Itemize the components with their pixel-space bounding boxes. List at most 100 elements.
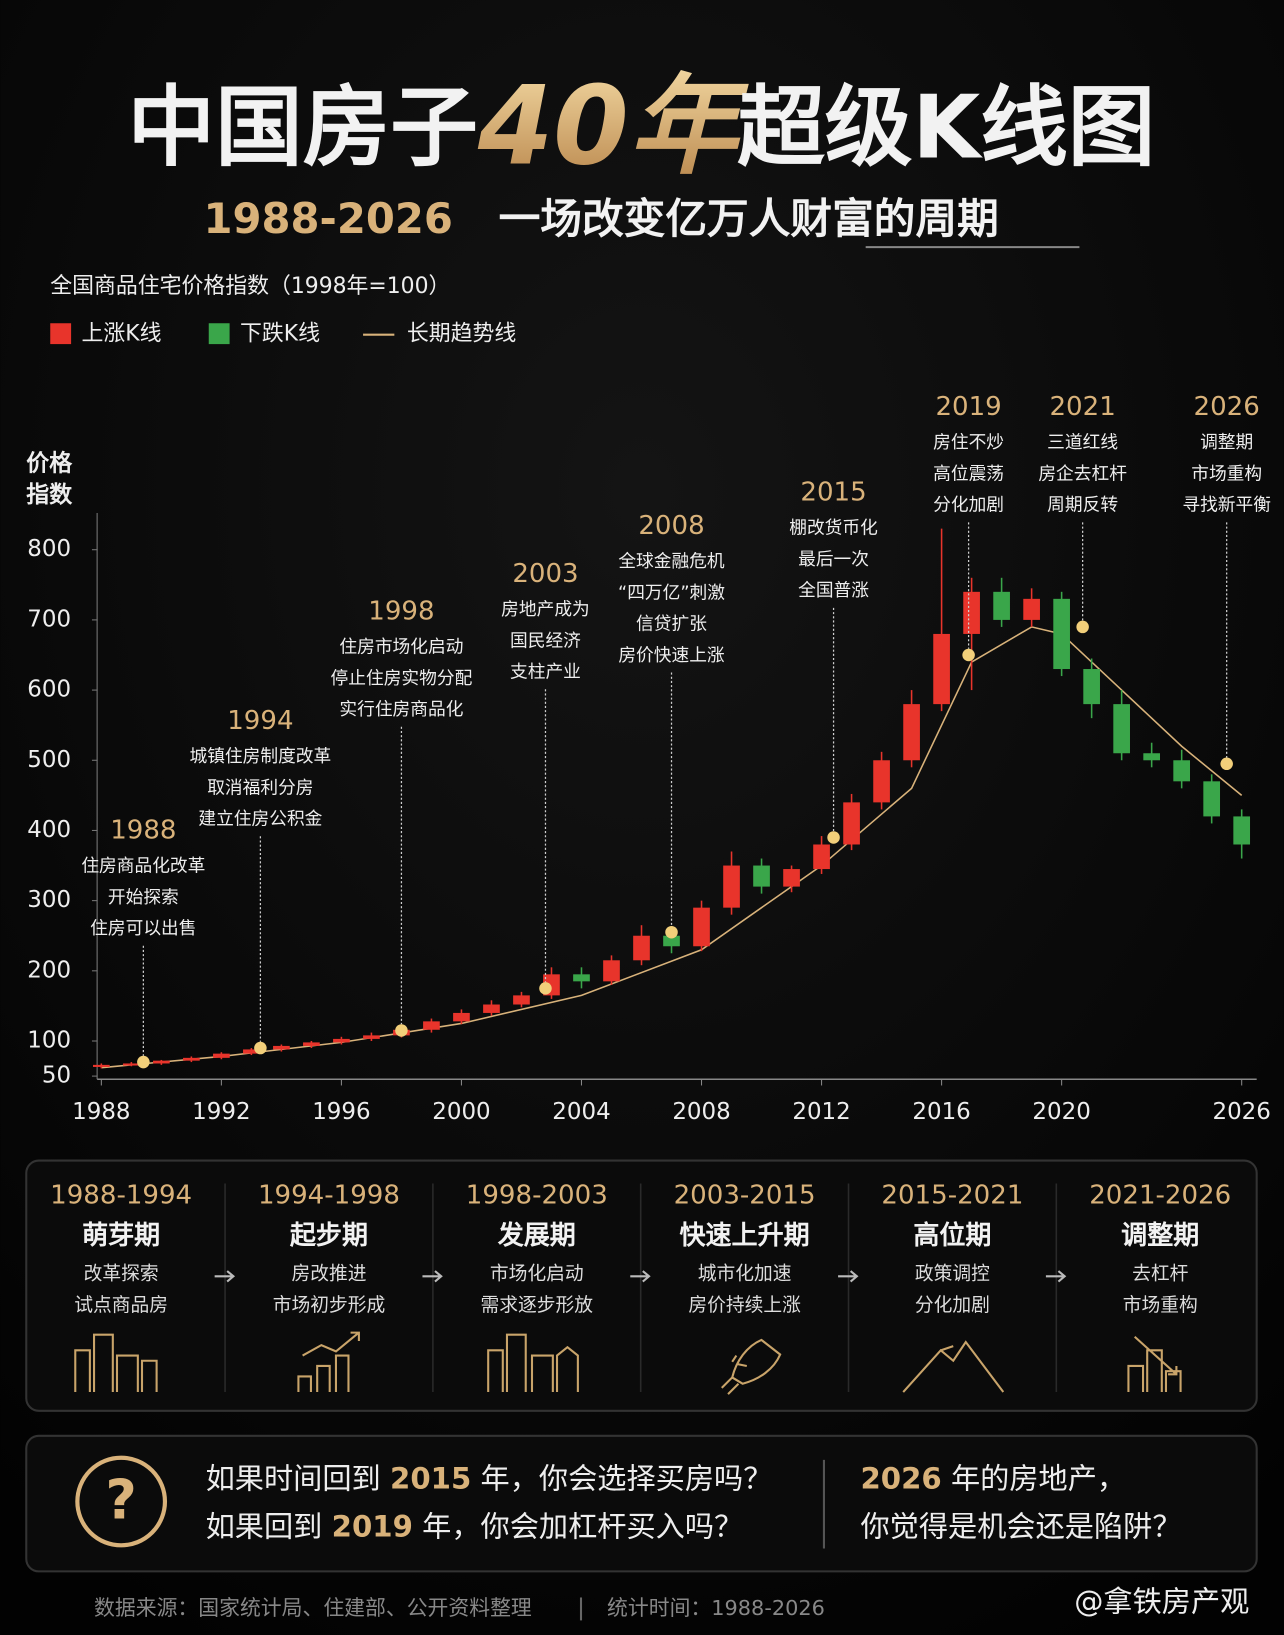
candle-body bbox=[213, 1053, 230, 1058]
phase-text: 分化加剧 bbox=[915, 1294, 990, 1316]
annotation-year: 2026 bbox=[1194, 392, 1260, 422]
candle-body bbox=[1113, 704, 1130, 754]
x-tick-label: 1988 bbox=[72, 1099, 130, 1125]
candle-body bbox=[663, 935, 680, 947]
x-tick-label: 2000 bbox=[432, 1099, 490, 1125]
annotation-year: 2019 bbox=[935, 392, 1001, 422]
phase-icon bbox=[297, 1331, 360, 1393]
annotation-text: 调整期 bbox=[1200, 432, 1253, 453]
phase-years: 1998-2003 bbox=[466, 1181, 608, 1211]
y-axis-title: 价格 bbox=[26, 450, 73, 477]
candle-body bbox=[1023, 598, 1040, 620]
legend-label: 下跌K线 bbox=[240, 322, 320, 347]
annotation-text: 开始探索 bbox=[108, 887, 179, 908]
candle-body bbox=[933, 633, 950, 705]
question-year: 2015 bbox=[390, 1462, 471, 1496]
annotation-text: 周期反转 bbox=[1047, 495, 1118, 516]
candle-body bbox=[153, 1060, 170, 1064]
phase-text: 去杠杆 bbox=[1132, 1263, 1188, 1285]
phase-name: 萌芽期 bbox=[82, 1221, 160, 1251]
question-text: 年，你会加杠杆买入吗？ bbox=[413, 1510, 743, 1544]
annotation-text: 信贷扩张 bbox=[636, 614, 707, 635]
annotation-text: 市场重构 bbox=[1191, 463, 1262, 484]
x-tick-label: 2016 bbox=[912, 1099, 970, 1125]
legend-label: 上涨K线 bbox=[82, 322, 162, 347]
question-text: 如果时间回到 bbox=[206, 1462, 390, 1496]
candle-body bbox=[483, 1004, 500, 1013]
candle-body bbox=[903, 704, 920, 761]
annotation-year: 1988 bbox=[110, 816, 176, 846]
phase-name: 发展期 bbox=[497, 1220, 576, 1251]
annotation-text: 住房市场化启动 bbox=[339, 637, 463, 658]
candle-body bbox=[1173, 760, 1191, 782]
phase-arrow bbox=[214, 1270, 236, 1283]
candle-body bbox=[243, 1049, 260, 1054]
phase-arrow bbox=[422, 1270, 443, 1283]
candle-body bbox=[693, 907, 710, 947]
candle-body bbox=[753, 865, 770, 887]
annotation-marker bbox=[1076, 620, 1089, 634]
annotation-text: 停止住房实物分配 bbox=[331, 668, 473, 689]
footer-period: 统计时间：1988-2026 bbox=[607, 1596, 825, 1620]
candle-body bbox=[123, 1063, 140, 1066]
candle-body bbox=[993, 591, 1010, 620]
phase-name: 快速上升期 bbox=[679, 1221, 809, 1251]
candle-body bbox=[573, 974, 590, 982]
legend-label: 长期趋势线 bbox=[407, 322, 516, 347]
title-highlight: 40年 bbox=[477, 62, 750, 189]
candle-body bbox=[603, 960, 620, 982]
phase-text: 改革探索 bbox=[84, 1263, 159, 1285]
phase-text: 房改推进 bbox=[291, 1263, 366, 1285]
annotation-text: 房住不炒 bbox=[933, 432, 1004, 453]
annotation-text: 取消福利分房 bbox=[207, 777, 313, 798]
phase-arrow bbox=[630, 1270, 651, 1283]
annotation-marker bbox=[1220, 757, 1233, 771]
annotation-text: 全球金融危机 bbox=[618, 551, 725, 572]
annotation-marker bbox=[539, 982, 552, 995]
annotation-year: 2008 bbox=[638, 511, 704, 541]
annotation-text: 国民经济 bbox=[510, 630, 581, 651]
candle-body bbox=[1083, 669, 1100, 705]
question-line: 如果时间回到 2015 年，你会选择买房吗？ bbox=[206, 1462, 773, 1496]
x-tick-label: 1992 bbox=[192, 1099, 250, 1125]
question-panel bbox=[25, 1434, 1258, 1573]
title-part: 中国房子 bbox=[128, 76, 478, 178]
y-tick-label: 200 bbox=[27, 957, 71, 983]
phase-name: 高位期 bbox=[913, 1220, 991, 1251]
index-label: 全国商品住宅价格指数（1998年=100） bbox=[50, 274, 450, 299]
candle-body bbox=[1233, 816, 1251, 845]
annotation-text: 高位震荡 bbox=[933, 463, 1004, 484]
question-line: 2026 年的房地产， bbox=[860, 1462, 1126, 1496]
annotation-text: 全国普涨 bbox=[798, 580, 869, 601]
phase-arrow bbox=[838, 1270, 859, 1283]
annotation-marker bbox=[395, 1024, 408, 1037]
candle-body bbox=[843, 802, 860, 845]
phase-text: 试点商品房 bbox=[74, 1294, 168, 1316]
annotation-marker bbox=[254, 1041, 267, 1055]
x-tick-label: 2012 bbox=[792, 1099, 850, 1125]
phase-name: 起步期 bbox=[290, 1220, 368, 1251]
subtitle: 一场改变亿万人财富的周期 bbox=[499, 194, 999, 243]
phase-years: 1988-1994 bbox=[50, 1181, 192, 1211]
question-line: 如果回到 2019 年，你会加杠杆买入吗？ bbox=[206, 1510, 744, 1544]
annotation-year: 1998 bbox=[368, 597, 434, 627]
legend-swatch bbox=[50, 323, 72, 345]
x-tick-label: 1996 bbox=[312, 1099, 370, 1125]
phase-icon bbox=[74, 1333, 158, 1393]
y-tick-label: 100 bbox=[27, 1028, 71, 1054]
phase-text: 需求逐步形放 bbox=[481, 1294, 594, 1316]
x-tick-label: 2008 bbox=[672, 1099, 730, 1125]
candle-body bbox=[783, 869, 800, 887]
footer-source: 数据来源：国家统计局、住建部、公开资料整理 bbox=[94, 1596, 532, 1620]
question-text: 年的房地产， bbox=[942, 1462, 1126, 1496]
question-text: 年，你会选择买房吗？ bbox=[471, 1462, 772, 1496]
annotation-year: 1994 bbox=[227, 706, 293, 736]
x-tick-label: 2020 bbox=[1032, 1099, 1090, 1125]
chart: 价格指数 50 100 200 300 400 500 600 700 800 1988 1992 19… bbox=[26, 392, 1271, 1125]
phase-icon bbox=[902, 1340, 1005, 1393]
candle-body bbox=[183, 1057, 200, 1061]
annotation-year: 2021 bbox=[1049, 392, 1115, 422]
annotation-text: 实行住房商品化 bbox=[339, 699, 463, 720]
annotation-marker bbox=[827, 831, 840, 844]
candle-body bbox=[723, 865, 740, 908]
